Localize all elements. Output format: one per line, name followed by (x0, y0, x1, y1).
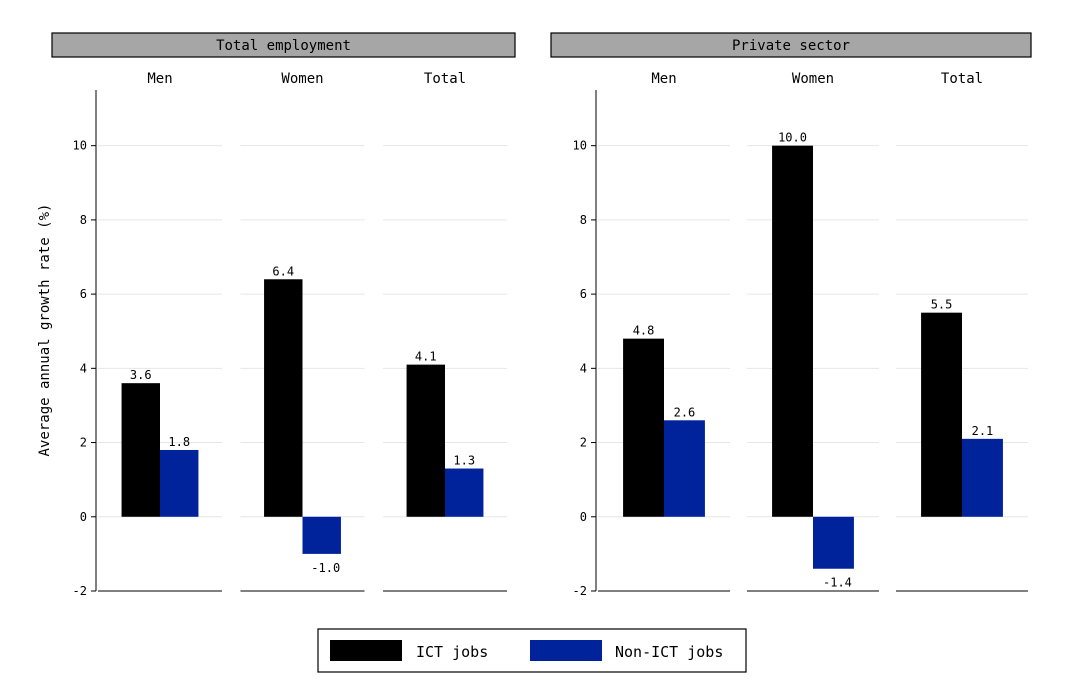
legend-swatch-ict (330, 640, 402, 661)
group-total-employment-women: Women 6.4 -1.0 (240, 71, 365, 592)
data-label-total-employment-total-ict-jobs: 4.1 (415, 350, 437, 364)
bar-total-employment-women-ict-jobs (264, 279, 303, 517)
bar-private-sector-total-non-ict-jobs (962, 438, 1003, 517)
legend-swatch-non-ict (530, 640, 602, 661)
y-tick-label: 10 (73, 139, 87, 153)
data-label-private-sector-women-ict-jobs: 10.0 (778, 131, 807, 145)
legend: ICT jobs Non-ICT jobs (317, 628, 747, 673)
bar-total-employment-women-non-ict-jobs (302, 516, 341, 554)
y-tick-label: 0 (580, 510, 587, 524)
bar-private-sector-men-ict-jobs (623, 338, 664, 517)
group-title-total-employment-total: Total (424, 71, 466, 87)
panel-header-private-sector (550, 32, 1032, 58)
data-label-total-employment-women-non-ict-jobs: -1.0 (311, 561, 340, 575)
bar-total-employment-men-ict-jobs (121, 383, 160, 517)
data-label-private-sector-total-non-ict-jobs: 2.1 (972, 424, 994, 438)
y-tick-label: 4 (80, 361, 87, 375)
group-private-sector-women: Women 10.0 -1.4 (747, 71, 879, 592)
bar-private-sector-men-non-ict-jobs (664, 420, 705, 517)
y-tick-label: -2 (73, 584, 87, 598)
group-private-sector-men: Men 4.8 2.6 (598, 71, 730, 592)
panel-title-private-sector: Private sector (732, 38, 850, 54)
y-tick-label: 6 (580, 287, 587, 301)
y-tick-label: 0 (80, 510, 87, 524)
y-tick-label: 4 (580, 361, 587, 375)
panel-title-total-employment: Total employment (216, 38, 351, 54)
data-label-private-sector-women-non-ict-jobs: -1.4 (823, 576, 852, 590)
group-title-total-employment-women: Women (281, 71, 323, 87)
y-tick-label: 10 (573, 139, 587, 153)
bar-private-sector-total-ict-jobs (921, 312, 962, 517)
group-title-private-sector-women: Women (792, 71, 834, 87)
data-label-private-sector-men-ict-jobs: 4.8 (633, 324, 655, 338)
data-label-total-employment-men-ict-jobs: 3.6 (130, 368, 152, 382)
y-tick-label: -2 (573, 584, 587, 598)
panels: Total employment -2 0 2 4 6 8 10 Men 3.6 1.8 Women 6… (51, 32, 1032, 598)
group-total-employment-total: Total 4.1 1.3 (383, 71, 507, 592)
group-total-employment-men: Men 3.6 1.8 (98, 71, 222, 592)
data-label-private-sector-men-non-ict-jobs: 2.6 (674, 405, 696, 419)
group-title-private-sector-total: Total (941, 71, 983, 87)
bar-total-employment-total-non-ict-jobs (445, 468, 484, 517)
data-label-private-sector-total-ict-jobs: 5.5 (931, 298, 953, 312)
bar-private-sector-women-ict-jobs (772, 145, 813, 517)
y-tick-label: 8 (80, 213, 87, 227)
legend-label-non-ict: Non-ICT jobs (615, 643, 723, 661)
y-tick-label: 2 (580, 436, 587, 450)
bar-total-employment-total-ict-jobs (406, 364, 445, 517)
group-title-private-sector-men: Men (651, 71, 676, 87)
data-label-total-employment-total-non-ict-jobs: 1.3 (453, 454, 475, 468)
data-label-total-employment-men-non-ict-jobs: 1.8 (168, 435, 190, 449)
panel-header-total-employment (51, 32, 516, 58)
y-tick-label: 6 (80, 287, 87, 301)
group-title-total-employment-men: Men (147, 71, 172, 87)
legend-label-ict: ICT jobs (416, 643, 488, 661)
y-axis-title: Average annual growth rate (%) (37, 204, 53, 457)
data-label-total-employment-women-ict-jobs: 6.4 (272, 264, 294, 278)
group-private-sector-total: Total 5.5 2.1 (896, 71, 1028, 592)
panel-private-sector: Private sector -2 0 2 4 6 8 10 Men 4.8 2.6 Women 10.… (550, 32, 1032, 598)
panel-total-employment: Total employment -2 0 2 4 6 8 10 Men 3.6 1.8 Women 6… (51, 32, 516, 598)
y-tick-label: 8 (580, 213, 587, 227)
bar-total-employment-men-non-ict-jobs (160, 449, 199, 517)
y-tick-label: 2 (80, 436, 87, 450)
bar-private-sector-women-non-ict-jobs (813, 516, 854, 569)
